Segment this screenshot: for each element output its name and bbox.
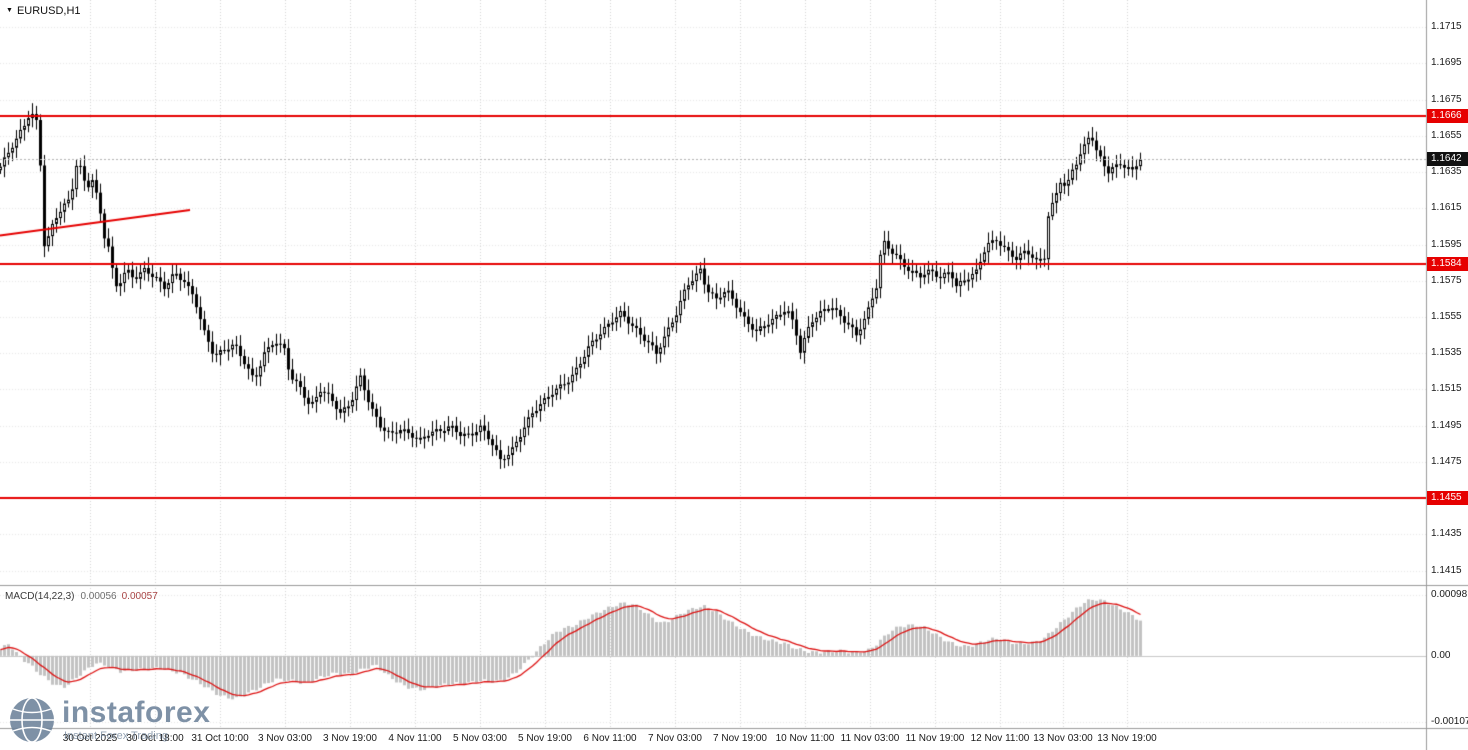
current-price-tag: 1.1642: [1427, 152, 1468, 167]
level-price-tag: 1.1584: [1427, 257, 1468, 272]
date-axis-label: 13 Nov 19:00: [1097, 733, 1157, 744]
symbol-triangle-icon: ▼: [6, 7, 13, 14]
date-axis-label: 6 Nov 11:00: [583, 733, 637, 744]
price-axis-label: 1.1635: [1431, 166, 1462, 178]
date-axis-label: 12 Nov 11:00: [970, 733, 1030, 744]
price-axis-label: 1.1475: [1431, 455, 1462, 467]
globe-icon: [10, 697, 54, 743]
macd-signal-value: 0.00057: [121, 591, 158, 602]
date-axis-label: 3 Nov 03:00: [258, 733, 312, 744]
price-axis-label: 1.1655: [1431, 129, 1462, 141]
date-axis-label: 11 Nov 19:00: [905, 733, 965, 744]
price-axis-label: 1.1515: [1431, 383, 1462, 395]
symbol-period-label: EURUSD,H1: [16, 5, 81, 17]
price-axis-label: 1.1435: [1431, 528, 1462, 540]
macd-indicator-label: MACD(14,22,3) 0.00056 0.00057: [5, 591, 158, 602]
price-axis-label: 1.1615: [1431, 202, 1462, 214]
price-axis-label: 1.1575: [1431, 274, 1462, 286]
date-axis-label: 3 Nov 19:00: [323, 733, 377, 744]
date-axis-label: 5 Nov 03:00: [453, 733, 507, 744]
date-axis-label: 11 Nov 03:00: [840, 733, 900, 744]
macd-axis-label: -0.00107: [1431, 715, 1468, 727]
date-axis-label: 31 Oct 10:00: [191, 733, 249, 744]
price-axis-label: 1.1595: [1431, 238, 1462, 250]
date-axis-label: 13 Nov 03:00: [1033, 733, 1093, 744]
watermark-text: instaforex Instant Forex Trading: [62, 696, 211, 743]
symbol-title: ▼ EURUSD,H1: [6, 5, 81, 17]
price-axis-label: 1.1415: [1431, 564, 1462, 576]
watermark-tagline: Instant Forex Trading: [64, 730, 168, 742]
price-axis-label: 1.1675: [1431, 93, 1462, 105]
price-axis-label: 1.1535: [1431, 347, 1462, 359]
instaforex-watermark: instaforex Instant Forex Trading: [8, 696, 210, 744]
date-axis-label: 10 Nov 11:00: [775, 733, 835, 744]
date-axis-label: 4 Nov 11:00: [388, 733, 442, 744]
date-axis-label: 30 Oct 2025: [62, 733, 118, 744]
date-axis-label: 7 Nov 19:00: [713, 733, 767, 744]
date-axis-label: 7 Nov 03:00: [648, 733, 702, 744]
price-axis-label: 1.1695: [1431, 57, 1462, 69]
macd-axis-label: 0.00098: [1431, 589, 1468, 601]
date-axis-label: 30 Oct 18:00: [126, 733, 184, 744]
macd-axis-label: 0.00: [1431, 649, 1451, 661]
level-price-tag: 1.1666: [1427, 108, 1468, 123]
price-axis-label: 1.1715: [1431, 21, 1462, 33]
watermark-brand: instaforex: [62, 696, 211, 729]
macd-name: MACD(14,22,3): [5, 591, 75, 602]
date-axis-label: 5 Nov 19:00: [518, 733, 572, 744]
price-axis-label: 1.1555: [1431, 310, 1462, 322]
price-axis-label: 1.1495: [1431, 419, 1462, 431]
macd-main-value: 0.00056: [80, 591, 117, 602]
level-price-tag: 1.1455: [1427, 491, 1468, 506]
